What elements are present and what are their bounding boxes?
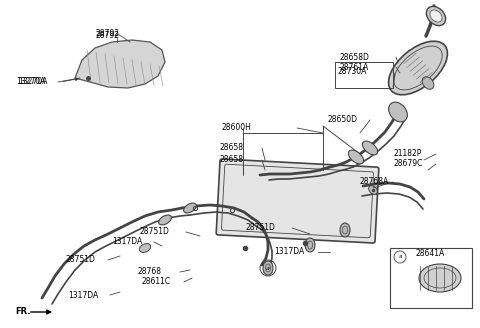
Bar (390, 248, 472, 308)
Ellipse shape (369, 186, 377, 194)
Text: 28658: 28658 (220, 144, 244, 153)
Text: a: a (398, 255, 402, 259)
Text: 28768A: 28768A (360, 177, 389, 187)
Text: 13270A: 13270A (16, 77, 46, 87)
Text: 28658: 28658 (220, 155, 244, 165)
Text: 1317DA: 1317DA (68, 291, 98, 299)
Text: 28792: 28792 (95, 30, 119, 38)
Text: 28641A: 28641A (416, 250, 445, 258)
Text: FR.: FR. (15, 308, 31, 317)
Ellipse shape (389, 102, 408, 122)
Ellipse shape (426, 6, 445, 26)
Text: 28650D: 28650D (328, 115, 358, 125)
Text: 28768: 28768 (138, 268, 162, 277)
Text: 28751D: 28751D (246, 223, 276, 233)
Ellipse shape (340, 223, 350, 237)
Bar (335, 62, 393, 88)
Ellipse shape (362, 141, 378, 155)
Ellipse shape (419, 264, 461, 292)
Polygon shape (75, 40, 165, 88)
Text: a: a (266, 265, 270, 271)
Text: 28751D: 28751D (140, 228, 170, 236)
Ellipse shape (348, 150, 364, 164)
Text: 28792: 28792 (95, 31, 119, 39)
Text: 1317DA: 1317DA (112, 237, 142, 247)
FancyBboxPatch shape (216, 159, 379, 243)
Ellipse shape (184, 203, 196, 213)
Ellipse shape (388, 41, 447, 95)
Text: 28679C: 28679C (394, 159, 423, 169)
Ellipse shape (139, 244, 151, 253)
Text: 28600H: 28600H (222, 124, 252, 133)
Text: 28611C: 28611C (142, 277, 171, 286)
Text: 1317DA: 1317DA (274, 248, 304, 256)
Text: 21182P: 21182P (394, 150, 422, 158)
Text: 28751D: 28751D (66, 256, 96, 264)
Text: 28658D: 28658D (340, 52, 370, 62)
Text: 13270A: 13270A (18, 77, 48, 87)
Ellipse shape (305, 238, 315, 252)
Ellipse shape (263, 261, 273, 275)
Ellipse shape (430, 10, 442, 22)
Text: 28730A: 28730A (337, 68, 366, 76)
Ellipse shape (422, 77, 434, 89)
Text: 28761A: 28761A (340, 63, 369, 72)
Ellipse shape (158, 215, 171, 225)
